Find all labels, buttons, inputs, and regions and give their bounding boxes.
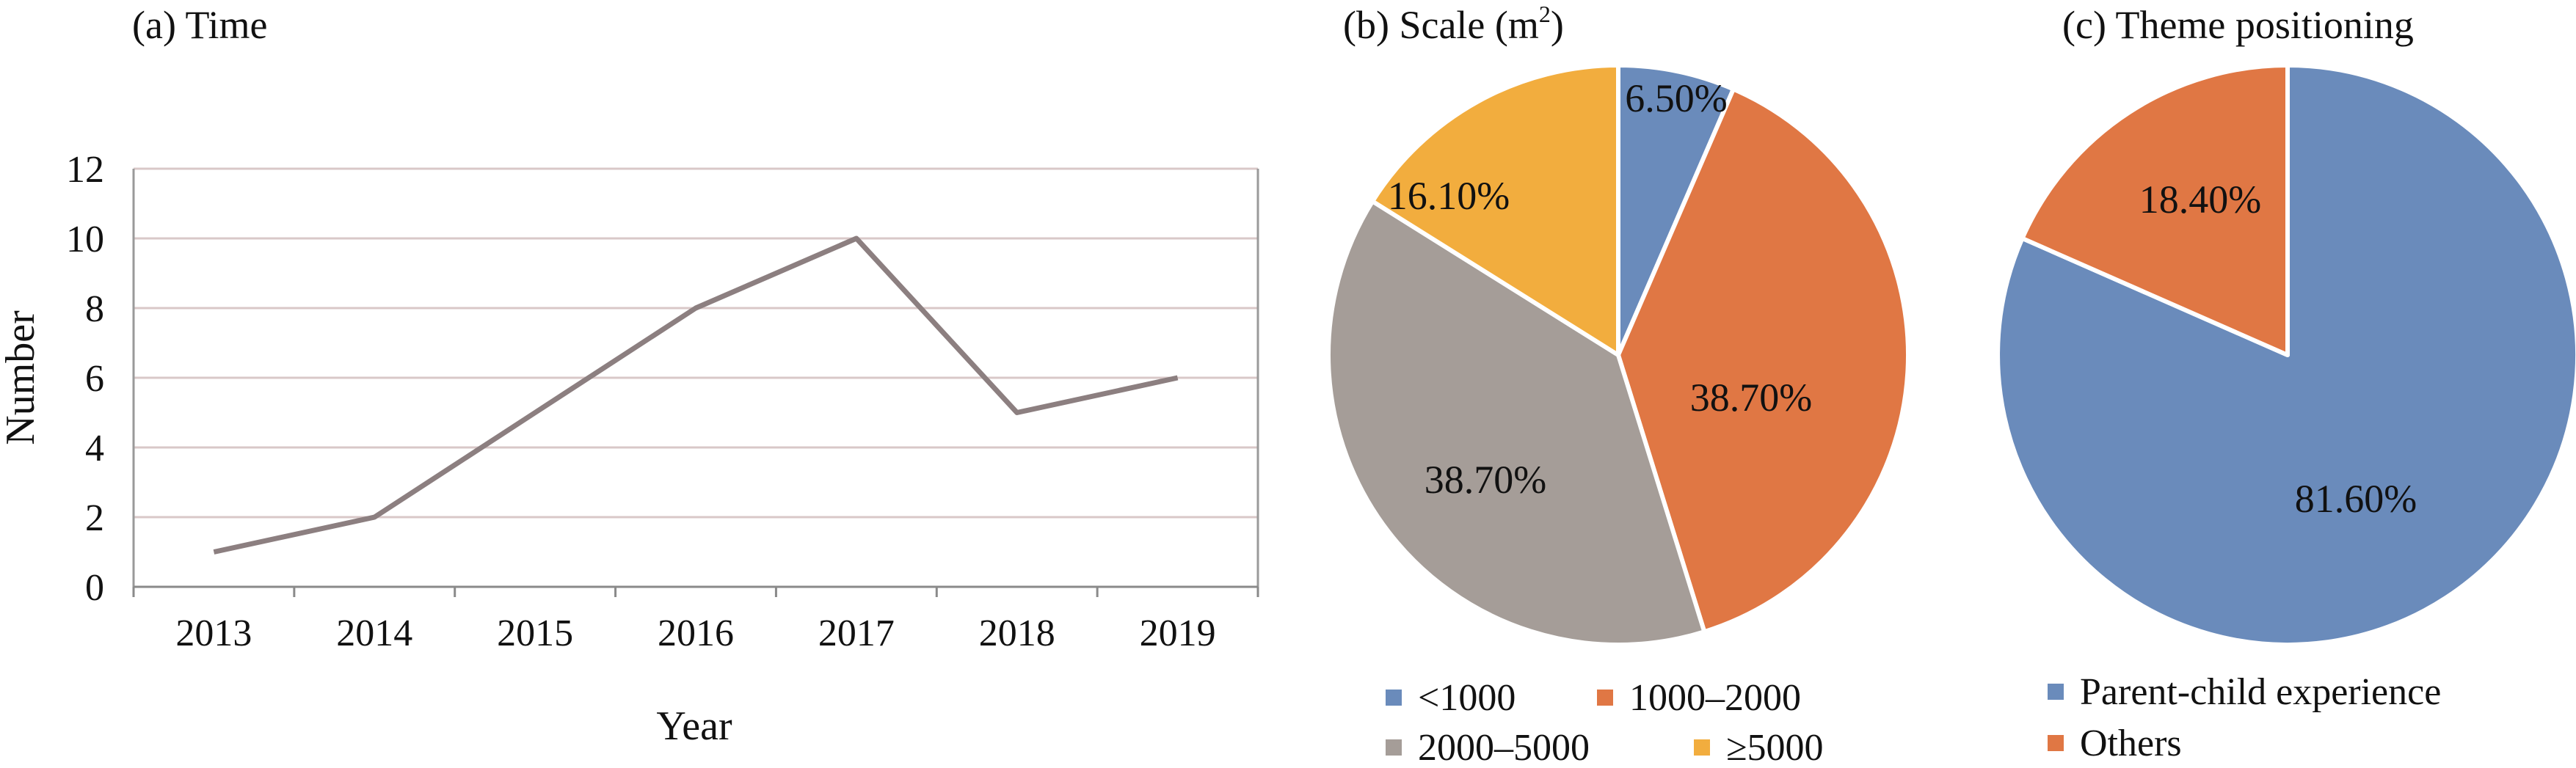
slice-percent-label: 6.50% bbox=[1625, 76, 1727, 120]
pie-slice bbox=[1370, 63, 1620, 357]
scale-pie-panel: (b) Scale (m2) 6.50% 38.70% 38.70% 16.10% <… bbox=[1326, 1, 1910, 768]
legend-label: Parent-child experience bbox=[2080, 671, 2441, 713]
pie-slice bbox=[2020, 63, 2290, 357]
theme-pie-legend: Parent-child experience Others bbox=[2048, 671, 2441, 764]
legend-label: Others bbox=[2080, 723, 2182, 764]
x-tick-label: 2018 bbox=[979, 612, 1055, 654]
pie-slice bbox=[1616, 87, 1910, 634]
scale-pie-title-superscript: 2 bbox=[1539, 1, 1551, 27]
x-tick-label: 2017 bbox=[818, 612, 895, 654]
scale-pie-slices bbox=[1326, 63, 1910, 648]
slice-percent-label: 38.70% bbox=[1690, 376, 1812, 420]
x-axis-label: Year bbox=[656, 703, 732, 749]
legend-label: 1000–2000 bbox=[1629, 677, 1801, 719]
y-tick-label: 2 bbox=[85, 497, 104, 539]
theme-pie-panel: (c) Theme positioning 81.60% 18.40% Paren… bbox=[1995, 3, 2576, 764]
y-tick-label: 8 bbox=[85, 288, 104, 330]
theme-pie-title: (c) Theme positioning bbox=[2062, 3, 2414, 47]
pie-slice bbox=[1616, 63, 1736, 357]
scale-pie-title-main: (b) Scale (m bbox=[1343, 3, 1539, 47]
line-chart-title: (a) Time bbox=[132, 3, 268, 47]
series-line bbox=[213, 235, 1179, 555]
legend-label: <1000 bbox=[1418, 677, 1516, 719]
legend-label: 2000–5000 bbox=[1418, 727, 1590, 768]
pie-slice bbox=[1326, 199, 1707, 648]
x-tick-label: 2019 bbox=[1140, 612, 1216, 654]
y-tick-label: 4 bbox=[85, 428, 104, 469]
scale-pie-title: (b) Scale (m2) bbox=[1343, 1, 1564, 47]
theme-pie-slices bbox=[1995, 63, 2576, 647]
slice-percent-label: 16.10% bbox=[1388, 174, 1510, 218]
legend-swatch bbox=[2048, 735, 2064, 751]
y-tick-labels: 0 2 4 6 8 10 12 bbox=[66, 149, 104, 609]
legend-swatch bbox=[1386, 690, 1402, 706]
legend-swatch bbox=[2048, 684, 2064, 700]
y-axis-label: Number bbox=[0, 310, 43, 445]
scale-pie-title-suffix: ) bbox=[1551, 3, 1564, 47]
legend-swatch bbox=[1386, 739, 1402, 756]
y-tick-label: 10 bbox=[66, 219, 104, 260]
y-tick-label: 6 bbox=[85, 358, 104, 400]
legend-swatch bbox=[1694, 739, 1710, 756]
y-tick-label: 0 bbox=[85, 567, 104, 609]
legend-swatch bbox=[1597, 690, 1613, 706]
scale-pie-legend: <1000 1000–2000 2000–5000 ≥5000 bbox=[1386, 677, 1824, 768]
x-tick-label: 2013 bbox=[175, 612, 252, 654]
line-series bbox=[213, 235, 1179, 555]
x-tick-labels: 2013 2014 2015 2016 2017 2018 2019 bbox=[175, 612, 1215, 654]
legend-label: ≥5000 bbox=[1726, 727, 1824, 768]
slice-percent-label: 38.70% bbox=[1425, 458, 1546, 502]
x-tick-label: 2015 bbox=[497, 612, 573, 654]
x-tick-label: 2016 bbox=[658, 612, 734, 654]
y-tick-label: 12 bbox=[66, 149, 104, 191]
gridlines bbox=[132, 167, 1259, 597]
theme-pie-labels: 81.60% 18.40% bbox=[2139, 178, 2417, 521]
slice-percent-label: 81.60% bbox=[2295, 477, 2417, 521]
x-tick-label: 2014 bbox=[336, 612, 412, 654]
scale-pie-labels: 6.50% 38.70% 38.70% 16.10% bbox=[1388, 76, 1812, 502]
slice-percent-label: 18.40% bbox=[2139, 178, 2261, 222]
